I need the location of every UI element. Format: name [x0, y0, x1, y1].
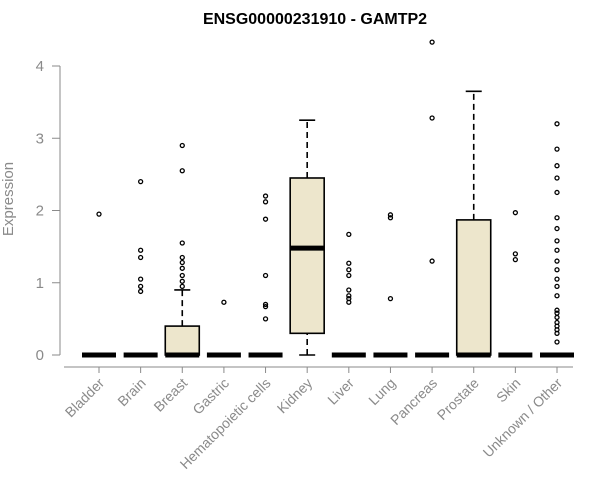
x-tick-label: Prostate	[434, 375, 482, 423]
outlier-point	[179, 272, 185, 279]
outlier-point	[512, 256, 519, 263]
outlier-point	[137, 254, 144, 261]
outlier-point	[346, 231, 352, 237]
box-group	[498, 210, 533, 358]
outlier-point	[554, 225, 560, 232]
y-tick-label: 4	[36, 58, 44, 75]
outlier-point	[346, 272, 352, 279]
outlier-point	[554, 276, 560, 282]
y-tick-label: 2	[36, 203, 44, 220]
outlier-point	[137, 178, 144, 185]
outlier-point	[262, 193, 269, 199]
outlier-point	[179, 142, 185, 149]
outlier-point	[346, 260, 352, 266]
outlier-point	[512, 210, 519, 216]
outlier-point	[554, 175, 560, 181]
x-tick-label: Liver	[324, 375, 357, 408]
chart-title: ENSG00000231910 - GAMTP2	[203, 11, 427, 28]
outlier-point	[554, 189, 560, 196]
x-tick-label: Kidney	[274, 375, 316, 417]
outlier-point	[554, 146, 560, 152]
outlier-point	[262, 272, 269, 279]
outlier-point	[387, 215, 394, 221]
outlier-point	[262, 316, 269, 322]
outlier-point	[262, 216, 269, 222]
outlier-point	[346, 299, 352, 305]
y-tick-label: 0	[36, 347, 44, 364]
outlier-point	[221, 299, 227, 305]
y-tick-label: 1	[36, 275, 44, 292]
outlier-point	[179, 240, 185, 246]
outlier-point	[262, 301, 269, 308]
box-group	[331, 231, 366, 358]
box-group	[164, 142, 201, 358]
outlier-point	[346, 267, 352, 273]
boxes-layer	[82, 39, 574, 358]
y-axis-label: Expression	[0, 162, 17, 236]
box-group	[373, 212, 408, 358]
box-group	[206, 299, 241, 358]
outlier-point	[554, 293, 560, 299]
outlier-point	[554, 258, 560, 264]
outlier-point	[554, 307, 560, 313]
outlier-point	[262, 199, 269, 205]
outlier-point	[387, 212, 394, 218]
box-group	[248, 193, 283, 358]
box-group	[82, 211, 116, 358]
outlier-point	[554, 314, 560, 321]
outlier-point	[137, 276, 144, 282]
outlier-point	[179, 168, 185, 174]
outlier-point	[346, 293, 352, 299]
y-axis: 0 1 2 3 4	[36, 58, 61, 364]
outlier-point	[429, 258, 435, 264]
outlier-point	[554, 267, 560, 273]
outlier-point	[554, 238, 560, 244]
box-group	[289, 119, 325, 356]
box-group	[540, 121, 574, 358]
outlier-point	[387, 295, 394, 302]
outlier-point	[137, 288, 144, 295]
x-tick-label: Breast	[150, 375, 190, 415]
outlier-point	[179, 254, 185, 261]
outlier-point	[554, 121, 560, 127]
outlier-point	[554, 339, 560, 345]
outlier-point	[429, 115, 435, 121]
box-body	[289, 177, 325, 335]
outlier-point	[554, 215, 560, 221]
outlier-point	[179, 283, 185, 290]
box-group	[415, 39, 450, 358]
box-group	[123, 178, 158, 358]
x-tick-label: Unknown / Other	[480, 375, 566, 461]
outlier-point	[429, 39, 435, 45]
outlier-point	[554, 163, 560, 169]
outlier-point	[137, 283, 144, 290]
box-group	[455, 90, 492, 358]
outlier-point	[554, 283, 560, 290]
box-body	[455, 219, 492, 356]
outlier-point	[179, 265, 185, 271]
outlier-point	[137, 247, 144, 253]
outlier-point	[512, 251, 519, 257]
outlier-point	[346, 287, 352, 293]
outlier-point	[554, 247, 560, 253]
outlier-point	[262, 303, 269, 310]
outlier-point	[554, 330, 560, 336]
outlier-point	[96, 211, 102, 217]
outlier-point	[554, 310, 560, 316]
x-tick-label: Lung	[365, 375, 398, 408]
x-tick-label: Skin	[493, 375, 524, 406]
x-tick-label: Brain	[114, 375, 148, 409]
outlier-point	[179, 278, 185, 284]
outlier-point	[179, 259, 185, 266]
y-tick-label: 3	[36, 130, 44, 147]
x-tick-label: Bladder	[62, 375, 108, 421]
box-body	[164, 325, 201, 356]
